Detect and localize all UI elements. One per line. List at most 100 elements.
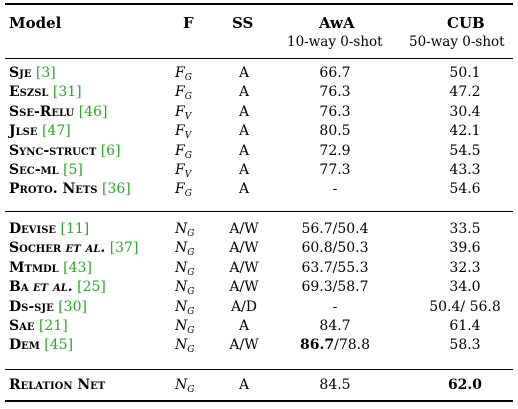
feature-subscript: G — [187, 267, 195, 278]
awa-value: 76.3 — [319, 84, 351, 101]
feature-cell: NG — [175, 298, 194, 317]
feature-cell: NG — [175, 239, 194, 258]
semantic-space-cell: A — [238, 162, 250, 178]
semantic-space-cell: A — [238, 377, 250, 393]
cub-cell: 43.3 — [449, 161, 480, 180]
awa-value: 72.9 — [319, 142, 351, 159]
feature-symbol: N — [175, 221, 188, 237]
table-row: Eszsl [31] FG A 76.3 47.2 — [0, 83, 518, 102]
model-cell: Ds-sje [30] — [9, 298, 87, 317]
header-rule — [5, 58, 513, 59]
model-cell: Mtmdl [43] — [9, 259, 92, 278]
header-cub: CUB — [447, 14, 485, 32]
semantic-space-cell: A — [238, 65, 250, 81]
awa-cell: 56.7/50.4 — [301, 220, 368, 239]
model-name: Devise — [9, 221, 57, 237]
table-row: Relation Net NG A 84.5 62.0 — [0, 376, 518, 395]
semantic-space-cell: A — [238, 318, 250, 334]
feature-symbol: F — [175, 65, 185, 81]
table-row: Proto. Nets [36] FG A - 54.6 — [0, 180, 518, 199]
feature-cell: NG — [175, 259, 194, 278]
feature-cell: FG — [175, 142, 192, 161]
feature-cell: FG — [175, 64, 192, 83]
awa-value: - — [332, 298, 338, 315]
model-name: Mtmdl — [9, 259, 59, 276]
cub-cell: 61.4 — [449, 317, 480, 336]
feature-symbol: F — [175, 142, 185, 159]
feature-symbol: F — [175, 123, 185, 140]
feature-subscript: V — [184, 131, 192, 142]
table-row: Sje [3] FG A 66.7 50.1 — [0, 64, 518, 83]
awa-cell: 76.3 — [319, 83, 350, 102]
feature-symbol: N — [175, 318, 188, 334]
table-row: Ba et al. [25] NG A/W 69.3/58.7 34.0 — [0, 278, 518, 297]
group-rule-2 — [5, 369, 513, 370]
awa-cell: 69.3/58.7 — [301, 278, 368, 297]
cub-cell: 33.5 — [449, 220, 480, 239]
awa-value: 60.8/50.3 — [301, 240, 369, 257]
feature-subscript: G — [184, 189, 192, 200]
feature-subscript: G — [187, 287, 195, 298]
awa-value: /78.8 — [334, 337, 370, 354]
feature-subscript: G — [187, 326, 195, 336]
model-name: Sje — [9, 65, 32, 81]
awa-cell: 72.9 — [319, 142, 350, 161]
feature-subscript: G — [187, 229, 195, 239]
awa-cell: 66.7 — [319, 64, 350, 83]
header-ss: SS — [232, 14, 254, 32]
table-row: Devise [11] NG A/W 56.7/50.4 33.5 — [0, 220, 518, 239]
cub-value: 61.4 — [449, 318, 481, 334]
feature-cell: FV — [175, 103, 191, 122]
feature-symbol: F — [175, 162, 185, 178]
feature-symbol: N — [175, 377, 188, 393]
cub-value: 32.3 — [449, 259, 481, 276]
model-name-etal: et al. — [33, 279, 73, 296]
feature-symbol: N — [175, 298, 188, 315]
awa-value: 77.3 — [319, 162, 351, 178]
model-name: Sync-struct — [9, 142, 97, 159]
feature-subscript: G — [184, 92, 192, 103]
model-name: Dem — [9, 337, 40, 354]
feature-symbol: N — [175, 259, 188, 276]
awa-value: 84.5 — [319, 377, 351, 393]
citation-link: [5] — [63, 162, 83, 178]
model-name: Sae — [9, 318, 35, 334]
cub-value: 33.5 — [449, 221, 481, 237]
model-cell: Devise [11] — [9, 220, 89, 239]
model-cell: Dem [45] — [9, 336, 73, 355]
awa-value: 84.7 — [319, 318, 351, 334]
citation-link: [45] — [44, 337, 74, 354]
model-name: Ba — [9, 279, 29, 296]
table-row: Sse-Relu [46] FV A 76.3 30.4 — [0, 103, 518, 122]
table-row: Mtmdl [43] NG A/W 63.7/55.3 32.3 — [0, 259, 518, 278]
feature-subscript: G — [184, 73, 192, 83]
awa-best-value: 86.7 — [300, 337, 335, 354]
header-f: F — [183, 14, 194, 32]
model-name: Socher — [9, 240, 62, 257]
semantic-space-cell: A/D — [230, 298, 258, 315]
feature-symbol: N — [175, 240, 188, 257]
awa-value: 80.5 — [319, 123, 351, 140]
citation-link: [36] — [101, 181, 131, 198]
feature-subscript: G — [187, 248, 195, 259]
header-model: Model — [9, 14, 62, 32]
citation-link: [21] — [38, 318, 68, 334]
semantic-space-cell: A — [238, 181, 250, 198]
cub-value: 39.6 — [449, 240, 481, 257]
feature-cell: NG — [175, 317, 194, 336]
model-name: Proto. Nets — [9, 181, 98, 198]
feature-symbol: N — [175, 337, 188, 354]
cub-cell: 58.3 — [449, 336, 480, 355]
feature-cell: NG — [175, 278, 194, 297]
awa-value: 56.7/50.4 — [301, 221, 369, 237]
citation-link: [3] — [35, 65, 56, 81]
cub-value: 42.1 — [449, 123, 481, 140]
cub-cell: 32.3 — [449, 259, 480, 278]
awa-cell: 77.3 — [319, 161, 350, 180]
feature-subscript: V — [184, 170, 192, 180]
awa-value: 66.7 — [319, 65, 351, 81]
cub-value: 54.5 — [449, 142, 481, 159]
awa-cell: 84.7 — [319, 317, 350, 336]
cub-cell: 39.6 — [449, 239, 480, 258]
